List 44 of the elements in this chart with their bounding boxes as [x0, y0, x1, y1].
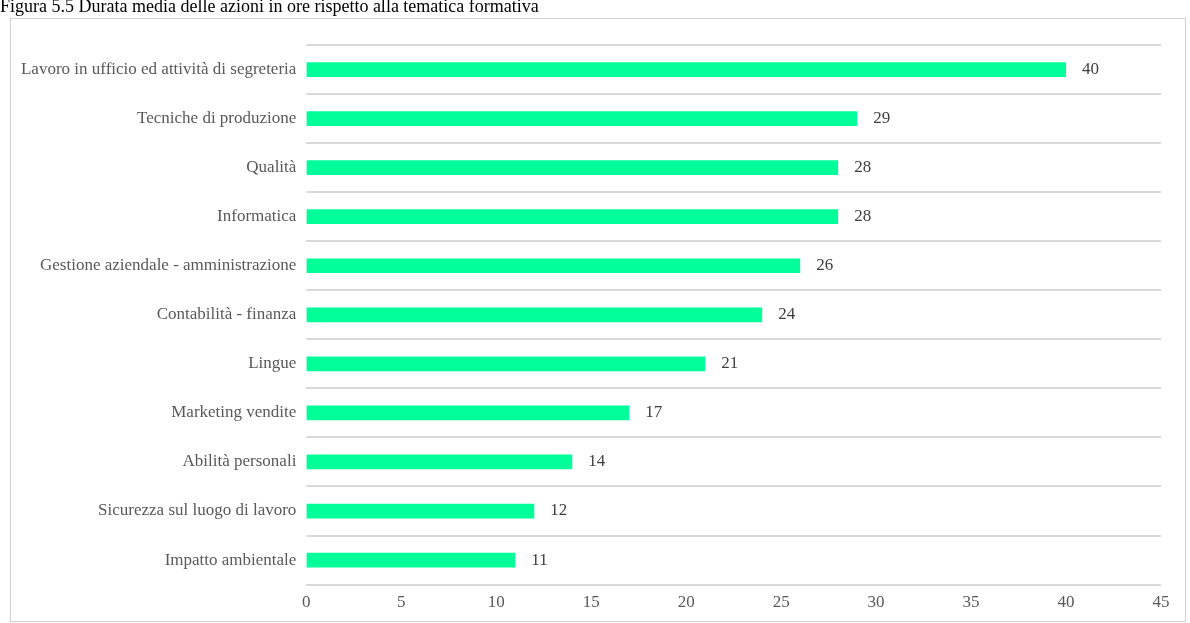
data-label: 40 — [1082, 59, 1100, 78]
x-tick-label: 35 — [962, 592, 980, 612]
x-tick-label: 20 — [677, 592, 695, 612]
bar — [306, 258, 801, 274]
data-label: 17 — [645, 402, 663, 422]
data-label: 28 — [854, 157, 872, 177]
x-tick-label: 25 — [772, 592, 790, 612]
data-label: 26 — [816, 255, 834, 275]
y-tick-label: Marketing vendite — [171, 402, 297, 422]
y-tick-label: Lavoro in ufficio ed attività di segreteria — [20, 59, 297, 78]
data-label: 29 — [873, 108, 891, 128]
x-tick-label: 5 — [397, 592, 406, 612]
y-tick-label: Tecniche di produzione — [137, 108, 297, 128]
x-tick-label: 10 — [487, 592, 505, 612]
x-tick-label: 15 — [582, 592, 600, 612]
y-tick-label: Contabilità - finanza — [156, 304, 297, 324]
bar — [306, 307, 763, 323]
y-tick-label: Informatica — [217, 206, 297, 226]
data-label: 12 — [550, 500, 568, 520]
data-label: 11 — [531, 549, 548, 569]
x-tick-label: 30 — [867, 592, 885, 612]
data-label: 14 — [588, 451, 606, 471]
y-tick-label: Abilità personali — [182, 451, 297, 471]
bar — [306, 62, 1067, 77]
bar — [306, 503, 535, 519]
bar — [306, 454, 573, 470]
y-tick-label: Qualità — [246, 157, 297, 177]
bar — [306, 209, 839, 225]
data-label: 24 — [778, 304, 796, 324]
bar — [306, 111, 858, 126]
y-tick-label: Gestione aziendale - amministrazione — [40, 255, 297, 275]
x-tick-label: 45 — [1152, 592, 1170, 612]
bar — [306, 160, 839, 175]
y-tick-label: Sicurezza sul luogo di lavoro — [98, 500, 297, 520]
y-tick-label: Impatto ambientale — [164, 549, 297, 569]
data-label: 28 — [854, 206, 872, 226]
x-tick-label: 0 — [302, 592, 311, 612]
chart-title: Figura 5.5 Durata media delle azioni in ore rispetto alla tematica formativa — [0, 0, 539, 17]
y-tick-label: Lingue — [248, 353, 297, 373]
bar — [306, 405, 630, 421]
data-label: 21 — [721, 353, 739, 373]
bar — [306, 356, 706, 372]
x-tick-label: 40 — [1057, 592, 1075, 612]
bar — [306, 552, 516, 568]
